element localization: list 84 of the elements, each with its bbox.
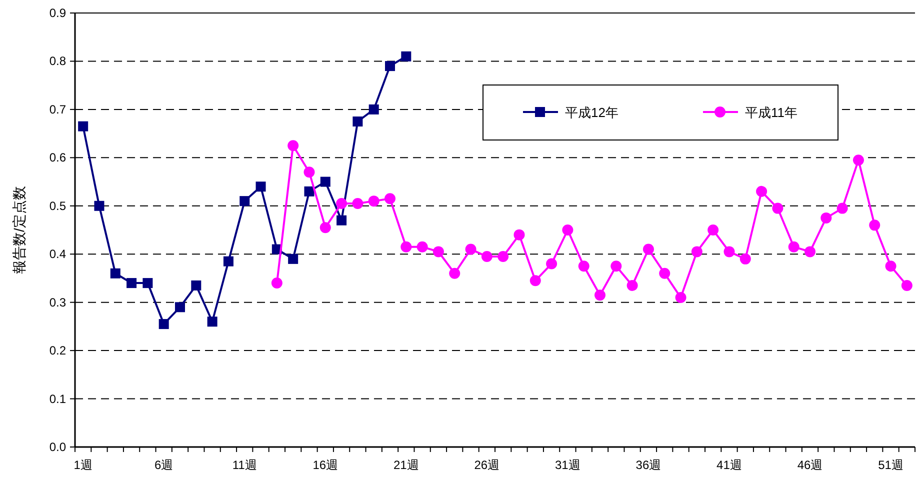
x-tick-label: 41週	[716, 458, 742, 472]
point	[546, 258, 558, 270]
point	[288, 140, 299, 152]
y-tick-label: 0.3	[49, 295, 66, 310]
point	[368, 104, 379, 114]
point	[368, 196, 380, 207]
y-tick-label: 0.2	[49, 344, 66, 358]
x-tick-label: 6週	[154, 458, 174, 472]
point	[271, 278, 282, 289]
point	[288, 254, 298, 264]
legend-label: 平成12年	[565, 105, 618, 120]
point	[691, 246, 702, 258]
point	[320, 222, 331, 234]
point	[191, 280, 202, 290]
point	[400, 241, 412, 252]
x-tick-label: 1週	[74, 458, 92, 472]
x-tick-label: 21週	[393, 458, 419, 472]
point	[304, 186, 314, 196]
point	[498, 251, 509, 262]
y-tick-label: 0.6	[49, 150, 66, 165]
point	[207, 316, 218, 327]
point	[110, 268, 120, 278]
point	[788, 241, 800, 252]
point	[675, 292, 686, 304]
point	[336, 215, 347, 226]
point	[256, 182, 266, 192]
point	[562, 224, 574, 236]
point	[223, 256, 234, 266]
point	[594, 290, 606, 301]
point	[465, 244, 476, 255]
point	[724, 246, 735, 258]
point	[578, 260, 590, 272]
point	[530, 275, 541, 286]
y-tick-label: 0.1	[49, 392, 66, 406]
point	[901, 280, 912, 291]
y-axis-title: 報告数/定点数	[11, 186, 27, 274]
point	[320, 176, 330, 187]
point	[240, 196, 250, 206]
x-tick-label: 46週	[797, 458, 823, 472]
point	[772, 202, 784, 214]
point	[158, 319, 169, 330]
y-tick-label: 0.5	[49, 198, 66, 213]
y-tick-label: 0.0	[49, 440, 66, 454]
x-tick-label: 16週	[312, 458, 338, 472]
x-tick-label: 51週	[878, 458, 904, 472]
point	[449, 268, 460, 279]
point	[852, 154, 864, 166]
point	[642, 244, 654, 255]
point	[708, 224, 719, 236]
point	[401, 51, 412, 62]
x-tick-label: 36週	[636, 458, 662, 472]
x-tick-label: 11週	[232, 458, 257, 472]
point	[626, 280, 638, 291]
point	[514, 229, 525, 240]
point	[384, 193, 396, 204]
point	[610, 260, 622, 272]
point	[756, 186, 768, 197]
y-tick-label: 0.7	[49, 102, 66, 116]
point	[352, 116, 363, 126]
point	[94, 200, 104, 211]
point	[416, 241, 428, 252]
y-tick-label: 0.8	[49, 54, 66, 68]
point	[836, 202, 848, 214]
point	[885, 260, 896, 272]
x-tick-label: 31週	[555, 458, 580, 472]
legend-label: 平成11年	[745, 105, 798, 120]
point	[432, 246, 444, 258]
point	[304, 166, 315, 178]
point	[78, 121, 88, 132]
point	[804, 246, 816, 258]
point	[336, 198, 348, 209]
point	[142, 278, 153, 288]
point	[481, 251, 492, 262]
point	[175, 302, 185, 312]
point	[869, 220, 880, 231]
point	[740, 253, 751, 264]
point	[385, 61, 395, 72]
point	[820, 212, 832, 224]
point	[659, 268, 670, 279]
point	[126, 278, 137, 288]
y-tick-label: 0.9	[49, 6, 66, 20]
y-tick-label: 0.4	[49, 247, 66, 262]
point	[352, 198, 364, 209]
x-tick-label: 26週	[474, 458, 500, 472]
